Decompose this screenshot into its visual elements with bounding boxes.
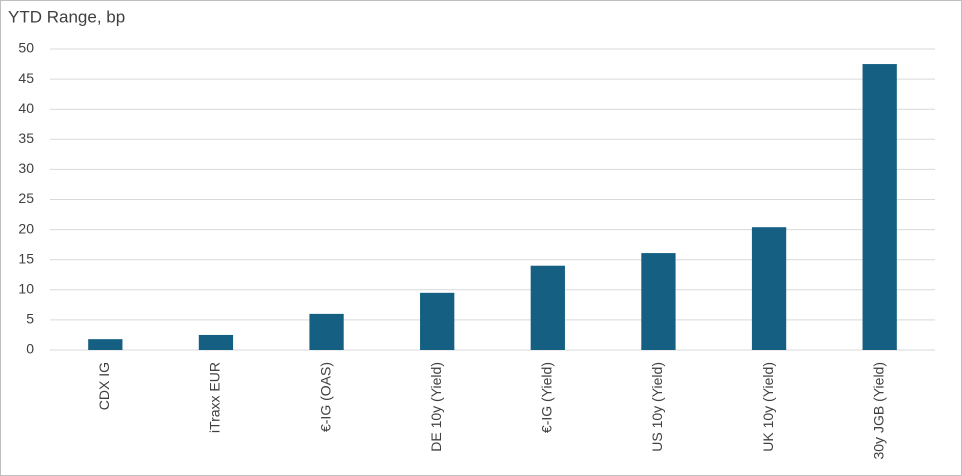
bar xyxy=(309,313,344,350)
x-tick-label: UK 10y (Yield) xyxy=(760,362,776,452)
y-tick-label: 40 xyxy=(18,100,34,116)
y-tick-label: 50 xyxy=(18,40,34,56)
bar xyxy=(751,227,787,350)
x-tick-label: US 10y (Yield) xyxy=(649,362,665,452)
x-tick-label: €-IG (Yield) xyxy=(539,362,555,433)
bar xyxy=(862,64,897,351)
bar xyxy=(530,265,565,350)
x-tick-label: iTraxx EUR xyxy=(207,362,223,433)
y-tick-label: 15 xyxy=(18,250,34,266)
bar xyxy=(198,334,234,350)
bar xyxy=(420,292,455,350)
bar xyxy=(88,339,123,350)
y-tick-label: 5 xyxy=(26,311,34,327)
y-tick-label: 0 xyxy=(26,341,34,357)
x-tick-label: CDX IG xyxy=(96,362,112,410)
y-tick-label: 10 xyxy=(18,281,34,297)
y-tick-label: 30 xyxy=(18,160,34,176)
y-tick-label: 20 xyxy=(18,220,34,236)
y-tick-label: 45 xyxy=(18,70,34,86)
x-tick-label: 30y JGB (Yield) xyxy=(870,362,886,460)
y-tick-label: 25 xyxy=(18,190,34,206)
y-tick-label: 35 xyxy=(18,130,34,146)
bar xyxy=(641,253,676,350)
x-tick-label: €-IG (OAS) xyxy=(317,362,333,432)
chart-title: YTD Range, bp xyxy=(8,7,125,26)
x-tick-label: DE 10y (Yield) xyxy=(428,362,444,452)
